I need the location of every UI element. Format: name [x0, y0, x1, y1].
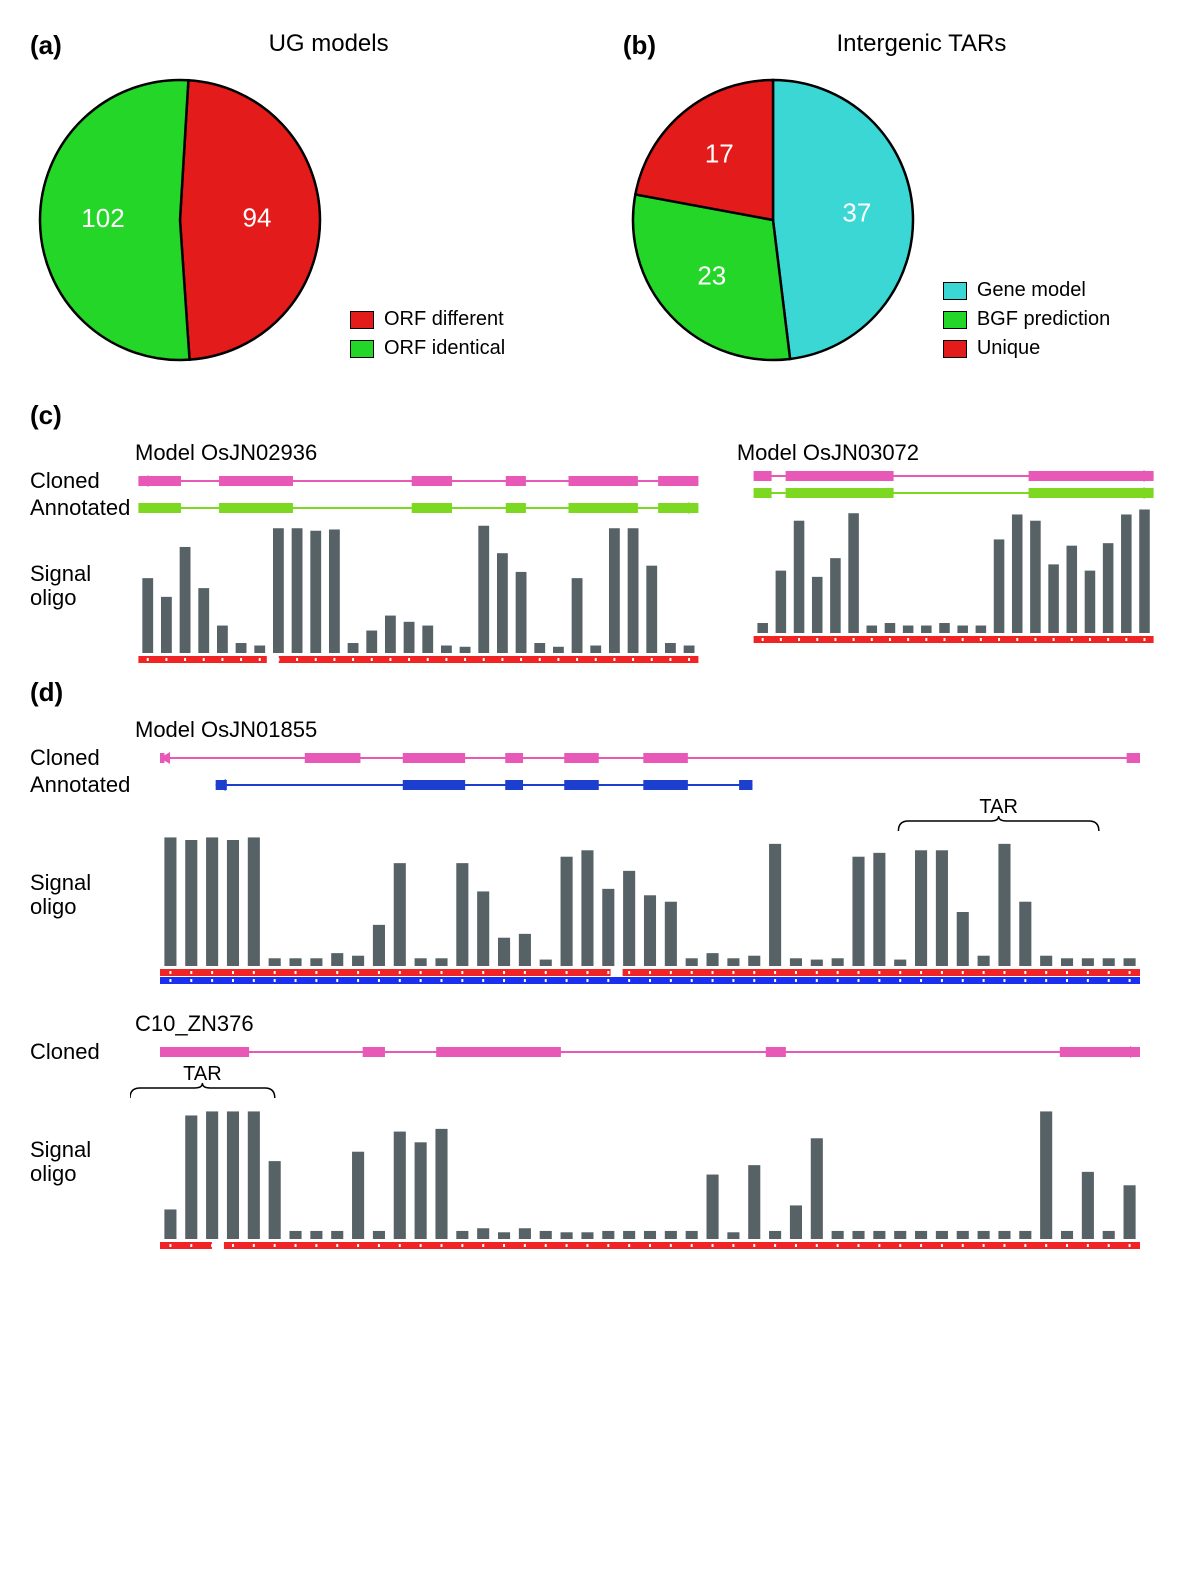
svg-text:17: 17	[705, 138, 734, 168]
label-signal: Signaloligo	[30, 831, 130, 919]
legend-item: ORF identical	[350, 337, 505, 360]
track-c1-cloned	[130, 473, 707, 489]
row-d2-signal: Signaloligo	[30, 1098, 1170, 1253]
legend-text: Unique	[977, 337, 1040, 360]
panel-c-model2: Model OsJN03072	[737, 440, 1170, 667]
panel-c-flex: Model OsJN02936 Cloned Annotated Signalo…	[30, 440, 1170, 667]
bars-c1	[130, 522, 707, 667]
label-cloned: Cloned	[30, 1039, 130, 1065]
svg-text:102: 102	[81, 203, 124, 233]
bars-d1	[130, 831, 1170, 986]
label-annotated: Annotated	[30, 772, 130, 798]
track-d1-cloned	[130, 750, 1170, 766]
panel-d-model2: C10_ZN376 Cloned TAR Signaloligo	[30, 1011, 1170, 1253]
legend-text: ORF identical	[384, 337, 505, 360]
row-c2-signal	[737, 502, 1170, 647]
legend-swatch	[943, 282, 967, 300]
legend-item: ORF different	[350, 308, 505, 331]
panel-b-letter: (b)	[623, 30, 656, 61]
track-d1-annotated	[130, 777, 1170, 793]
legend-swatch	[350, 311, 374, 329]
model-d2-title: C10_ZN376	[135, 1011, 1170, 1037]
legend-text: Gene model	[977, 279, 1086, 302]
panel-c-model1: Model OsJN02936 Cloned Annotated Signalo…	[30, 440, 707, 667]
svg-text:TAR: TAR	[979, 799, 1018, 818]
bars-c2	[737, 502, 1170, 647]
panel-c-letter: (c)	[30, 400, 62, 431]
legend-swatch	[943, 311, 967, 329]
svg-text:23: 23	[697, 260, 726, 290]
label-signal: Signaloligo	[30, 1098, 130, 1186]
model-c2-title: Model OsJN03072	[737, 440, 1170, 466]
panel-d-letter: (d)	[30, 677, 63, 708]
track-c1-annotated	[130, 500, 707, 516]
panel-b-legend: Gene model BGF prediction Unique	[943, 279, 1110, 360]
tar-label-d1: TAR	[130, 799, 1110, 831]
track-c2-annotated	[737, 485, 1170, 501]
legend-text: BGF prediction	[977, 308, 1110, 331]
panel-c: (c) Model OsJN02936 Cloned Annotated Sig…	[30, 400, 1170, 667]
label-signal: Signaloligo	[30, 522, 130, 610]
svg-text:37: 37	[842, 198, 871, 228]
row-d1-cloned: Cloned	[30, 745, 1170, 771]
svg-text:94: 94	[243, 203, 272, 233]
legend-swatch	[350, 340, 374, 358]
panel-b-content: 37 23 17 Gene model BGF prediction Unique	[623, 70, 1170, 370]
legend-item: Gene model	[943, 279, 1110, 302]
legend-text: ORF different	[384, 308, 504, 331]
row-c1-cloned: Cloned	[30, 468, 707, 494]
panel-d-model1: Model OsJN01855 Cloned Annotated TAR Sig…	[30, 717, 1170, 986]
panel-a-title: UG models	[30, 30, 577, 58]
label-annotated: Annotated	[30, 495, 130, 521]
row-d2-cloned: Cloned	[30, 1039, 1170, 1065]
label-cloned: Cloned	[30, 745, 130, 771]
row-c2-annotated	[737, 485, 1170, 501]
panel-b-title: Intergenic TARs	[623, 30, 1170, 58]
row-d1-annotated: Annotated	[30, 772, 1170, 798]
legend-swatch	[943, 340, 967, 358]
label-cloned: Cloned	[30, 468, 130, 494]
panel-b-pie: 37 23 17	[623, 70, 923, 370]
svg-text:TAR: TAR	[183, 1066, 222, 1085]
track-c2-cloned	[737, 468, 1170, 484]
top-row: (a) UG models 94 102 ORF different ORF ide…	[30, 30, 1170, 370]
panel-b: (b) Intergenic TARs 37 23 17 Gene model BGF…	[623, 30, 1170, 370]
panel-d: (d) Model OsJN01855 Cloned Annotated TAR…	[30, 677, 1170, 1253]
model-d1-title: Model OsJN01855	[135, 717, 1170, 743]
legend-item: Unique	[943, 337, 1110, 360]
legend-item: BGF prediction	[943, 308, 1110, 331]
panel-a-pie: 94 102	[30, 70, 330, 370]
row-c1-annotated: Annotated	[30, 495, 707, 521]
panel-a-content: 94 102 ORF different ORF identical	[30, 70, 577, 370]
panel-a-legend: ORF different ORF identical	[350, 308, 505, 360]
row-d1-signal: Signaloligo	[30, 831, 1170, 986]
tar-label-d2: TAR	[130, 1066, 1110, 1098]
row-c1-signal: Signaloligo	[30, 522, 707, 667]
row-c2-cloned	[737, 468, 1170, 484]
bars-d2	[130, 1098, 1170, 1253]
model-c1-title: Model OsJN02936	[135, 440, 707, 466]
panel-a: (a) UG models 94 102 ORF different ORF ide…	[30, 30, 577, 370]
track-d2-cloned	[130, 1044, 1170, 1060]
panel-a-letter: (a)	[30, 30, 62, 61]
